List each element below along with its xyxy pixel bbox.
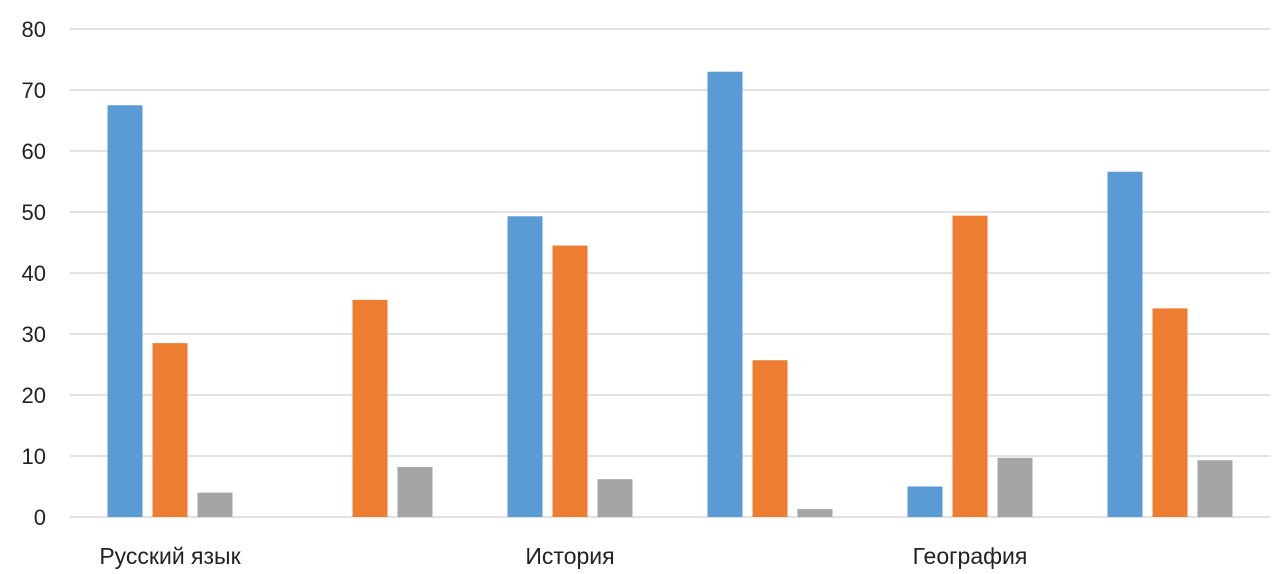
bar-series-1-category-5 xyxy=(907,486,943,517)
bar-series-3-category-6 xyxy=(1197,460,1233,517)
bar-series-1-category-6 xyxy=(1107,171,1143,518)
bar-series-1-category-1 xyxy=(107,105,143,517)
y-tick-label: 80 xyxy=(22,17,46,42)
y-tick-label: 20 xyxy=(22,383,46,408)
bars xyxy=(107,71,1233,518)
bar-series-2-category-2 xyxy=(352,299,388,517)
y-tick-label: 30 xyxy=(22,322,46,347)
y-tick-label: 50 xyxy=(22,200,46,225)
bar-series-3-category-3 xyxy=(597,479,633,517)
bar-series-2-category-5 xyxy=(952,215,988,517)
bar-series-1-category-4 xyxy=(707,71,743,517)
bar-series-3-category-5 xyxy=(997,457,1033,517)
category-label: География xyxy=(913,543,1028,569)
y-tick-label: 60 xyxy=(22,139,46,164)
y-tick-label: 70 xyxy=(22,78,46,103)
bar-series-2-category-3 xyxy=(552,245,588,518)
y-axis-tick-labels: 0 10 20 30 40 50 60 70 80 xyxy=(22,17,46,530)
bar-series-1-category-3 xyxy=(507,216,543,517)
y-tick-label: 0 xyxy=(34,505,46,530)
bar-series-2-category-1 xyxy=(152,343,188,517)
category-labels: Русский язык История География xyxy=(99,543,1027,569)
bar-series-2-category-4 xyxy=(752,360,788,517)
bar-series-2-category-6 xyxy=(1152,308,1188,517)
bar-series-3-category-4 xyxy=(797,509,833,517)
category-label: История xyxy=(525,543,614,569)
bar-series-3-category-1 xyxy=(197,492,233,517)
category-label: Русский язык xyxy=(99,543,241,569)
gridlines xyxy=(70,28,1270,518)
bar-series-3-category-2 xyxy=(397,466,433,517)
y-tick-label: 10 xyxy=(22,444,46,469)
y-tick-label: 40 xyxy=(22,261,46,286)
